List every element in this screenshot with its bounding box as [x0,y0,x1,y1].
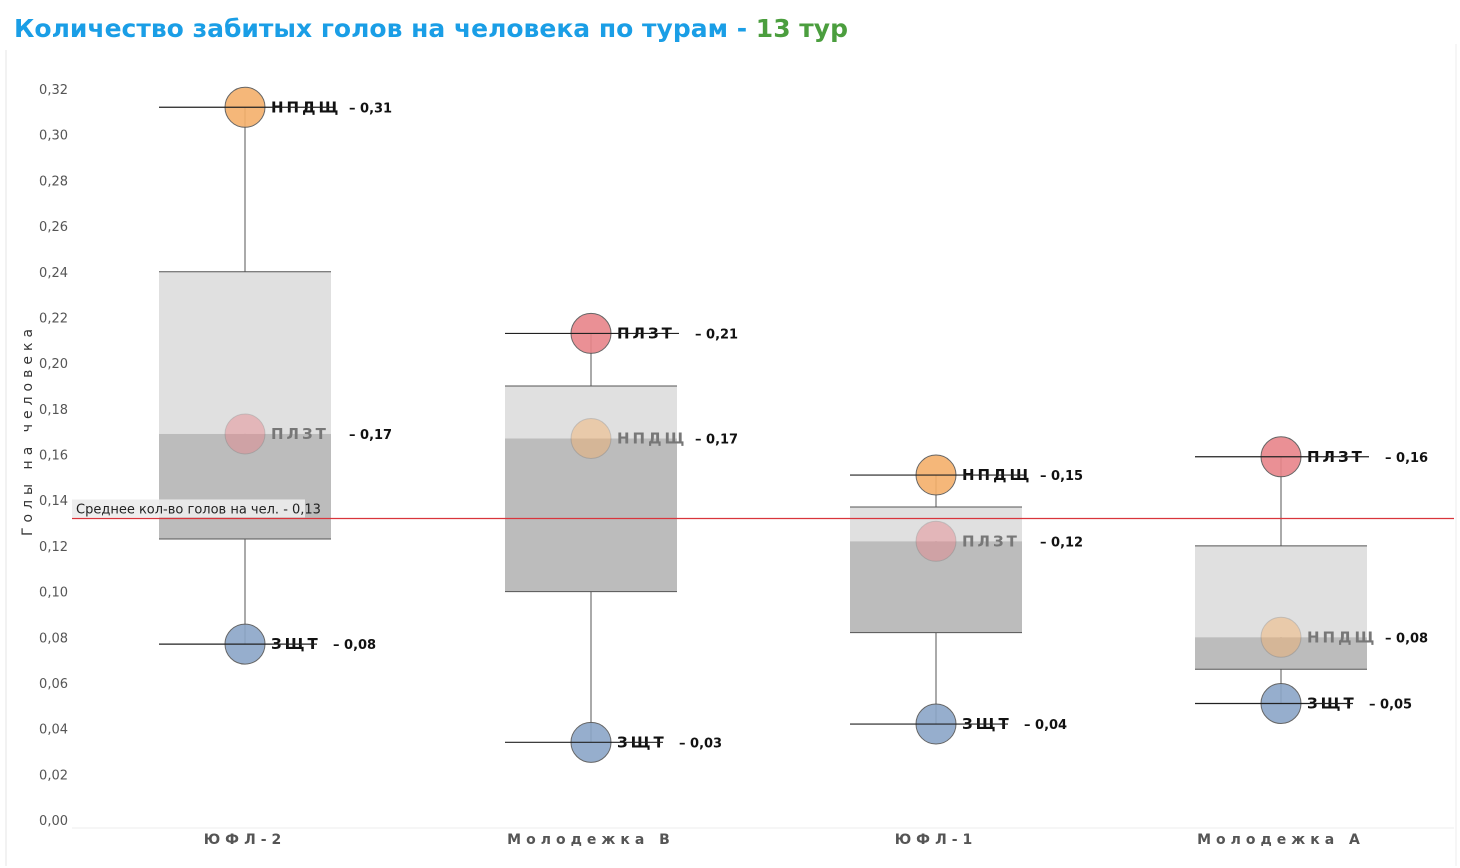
box-upper-segment [850,507,1022,542]
box-group-layer [159,107,1367,743]
box-upper-segment [159,271,331,434]
mean-layer: Среднее кол-во голов на чел. - 0,13 [72,499,1454,520]
box-lower-segment [505,438,677,592]
y-tick-label: 0,22 [39,311,68,326]
point-value-label: – 0,17 [695,433,738,448]
y-tick-label: 0,04 [39,723,68,738]
y-tick-label: 0,20 [39,357,68,372]
point-value-label: – 0,08 [1385,631,1428,646]
y-axis-label: Голы на человека [20,324,36,536]
y-tick-label: 0,28 [39,174,68,189]
point-name-label: НПДЩ [1307,628,1377,646]
y-tick-label: 0,02 [39,768,68,783]
y-tick-label: 0,12 [39,540,68,555]
box-lower-segment [850,541,1022,633]
point-value-label: – 0,21 [695,327,738,342]
box-lower-segment [1195,637,1367,670]
y-tick-label: 0,30 [39,129,68,144]
y-tick-label: 0,00 [39,814,68,829]
point-name-label: НПДЩ [617,430,687,448]
point-value-label: – 0,16 [1385,451,1428,466]
category-label: Молодежка B [507,832,675,848]
box-upper-segment [505,385,677,439]
mean-label-bg [72,499,305,518]
chart-title-accent: 13 тур [755,14,848,43]
y-axis: 0,00 0,02 0,04 0,06 0,08 0,10 0,12 0,14 0,16 0,18… [39,83,1454,829]
point-value-label: – 0,03 [679,736,722,751]
chart-title-main: Количество забитых голов на человека по … [14,14,756,43]
y-tick-label: 0,18 [39,403,68,418]
data-point [915,520,957,562]
x-axis: ЮФЛ-2 Молодежка B ЮФЛ-1 Молодежка A [204,832,1365,848]
point-value-label: – 0,31 [349,101,392,116]
y-tick-label: 0,26 [39,220,68,235]
data-point [1260,616,1302,658]
point-value-label: – 0,15 [1040,469,1083,484]
y-tick-label: 0,24 [39,266,68,281]
y-tick-label: 0,32 [39,83,68,98]
point-value-label: – 0,08 [333,638,376,653]
category-label: ЮФЛ-1 [895,832,978,848]
category-label: Молодежка A [1197,832,1365,848]
box-lower-segment [159,433,331,540]
y-tick-label: 0,06 [39,677,68,692]
point-value-label: – 0,05 [1369,697,1412,712]
point-name-label: ПЛЗТ [271,425,329,443]
point-value-label: – 0,17 [349,428,392,443]
data-point [570,418,612,460]
point-value-label: – 0,04 [1024,718,1067,733]
y-tick-label: 0,08 [39,631,68,646]
data-point [224,413,266,455]
point-value-label: – 0,12 [1040,535,1083,550]
y-tick-label: 0,10 [39,586,68,601]
category-label: ЮФЛ-2 [204,832,287,848]
y-tick-label: 0,16 [39,449,68,464]
y-tick-label: 0,14 [39,494,68,509]
mean-label: Среднее кол-во голов на чел. - 0,13 [76,502,321,517]
point-name-label: ПЛЗТ [962,532,1020,550]
box-upper-segment [1195,545,1367,638]
chart-title: Количество забитых голов на человека по … [14,12,848,46]
